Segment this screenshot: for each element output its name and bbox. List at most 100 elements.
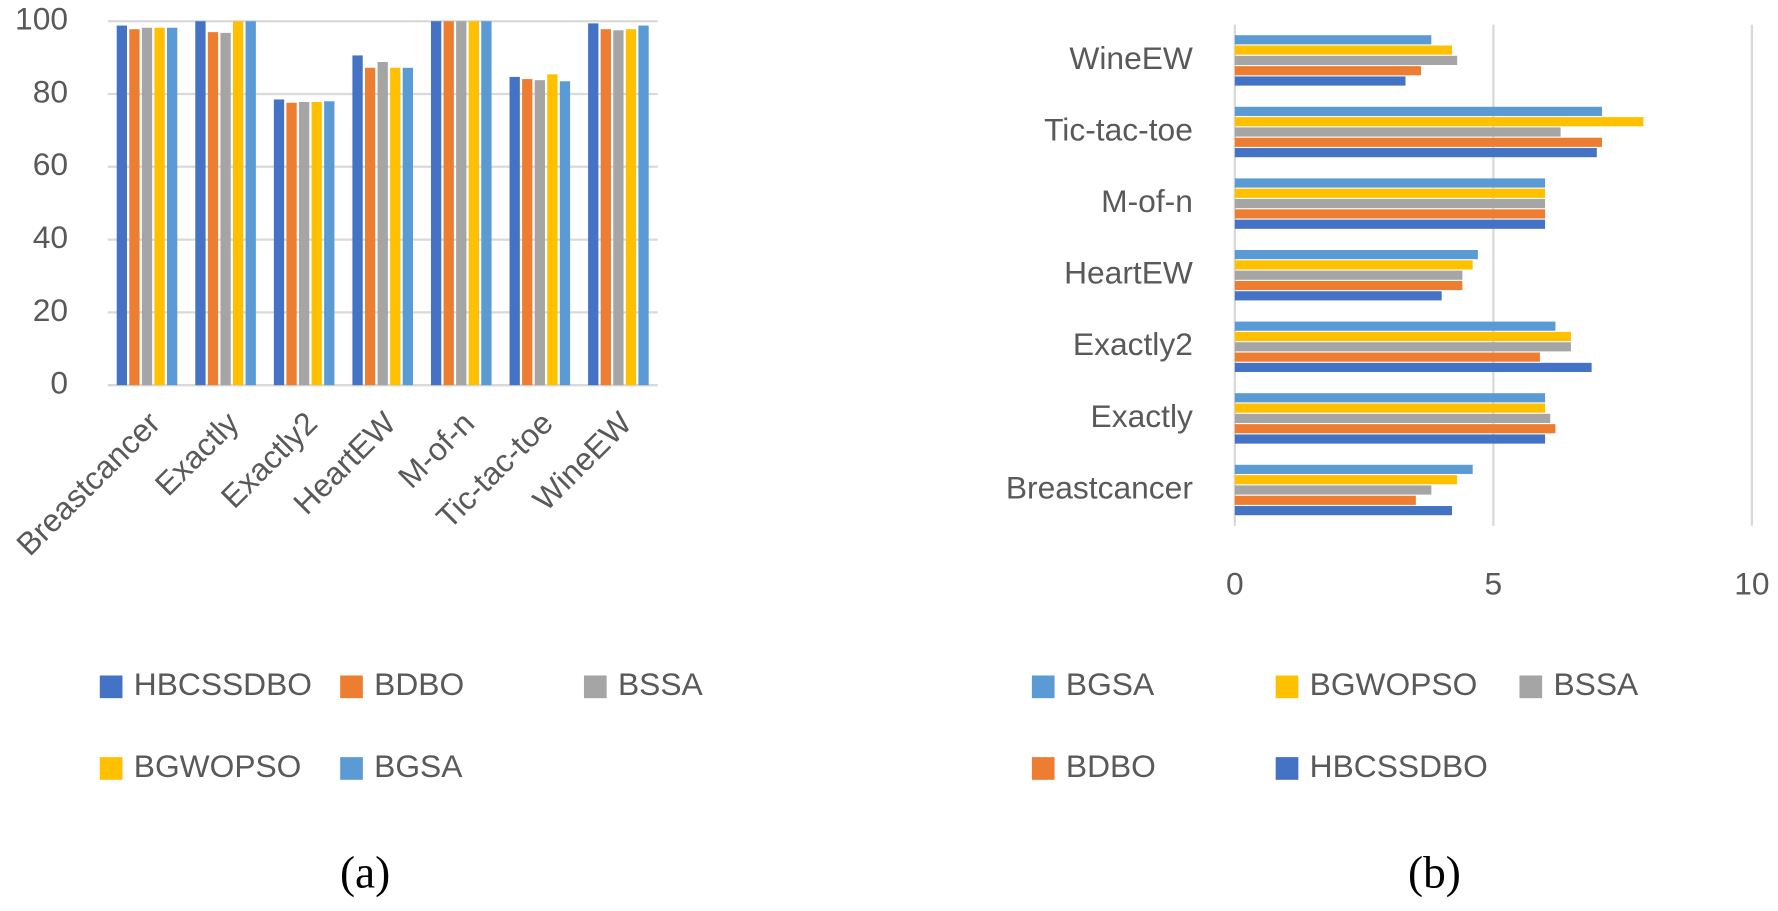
bar xyxy=(129,29,140,386)
bar xyxy=(1234,434,1546,444)
bar xyxy=(195,21,206,386)
bar xyxy=(1234,393,1546,403)
x-tick-label: 0 xyxy=(1226,565,1244,601)
bar xyxy=(600,29,611,386)
bar xyxy=(547,74,558,386)
bar xyxy=(364,67,376,386)
caption: (b) xyxy=(1408,848,1461,898)
bar xyxy=(1234,117,1644,127)
bar xyxy=(1234,403,1546,413)
bar xyxy=(468,21,479,386)
bar xyxy=(1234,199,1546,209)
bar xyxy=(1234,148,1597,158)
legend-label: BDBO xyxy=(374,666,464,702)
legend-label: BGWOPSO xyxy=(134,748,302,784)
y-tick-label: WineEW xyxy=(1069,40,1193,76)
legend-label: BDBO xyxy=(1066,748,1156,784)
bar xyxy=(1234,342,1571,352)
bar xyxy=(1234,178,1546,188)
legend-label: BGSA xyxy=(374,748,463,784)
bar xyxy=(1234,55,1458,65)
bar xyxy=(430,21,442,386)
bar xyxy=(298,102,310,386)
bar xyxy=(456,21,467,386)
legend-label: BSSA xyxy=(618,666,704,702)
bar xyxy=(166,27,178,386)
legend-label: HBCSSDBO xyxy=(1310,748,1488,784)
bar xyxy=(286,102,297,386)
bar xyxy=(443,21,454,386)
bar xyxy=(141,27,153,386)
bar xyxy=(613,30,624,386)
legend-swatch xyxy=(1031,757,1055,780)
bar xyxy=(509,76,520,386)
bar xyxy=(638,25,649,386)
bar xyxy=(522,79,533,386)
bar xyxy=(1234,464,1473,474)
bar xyxy=(1234,188,1546,198)
legend-label: BGWOPSO xyxy=(1310,666,1478,702)
legend-swatch xyxy=(1275,757,1299,780)
y-tick-label: Tic-tac-toe xyxy=(1044,111,1193,147)
bar xyxy=(534,80,545,386)
x-tick-label: Breastcancer xyxy=(9,404,167,562)
y-tick-label: Exactly xyxy=(1091,398,1193,434)
bar xyxy=(559,81,571,386)
bar xyxy=(1234,280,1463,291)
x-tick-label: 5 xyxy=(1485,565,1503,601)
y-tick-label: 20 xyxy=(33,292,68,328)
bar xyxy=(1234,321,1556,331)
bar xyxy=(625,29,637,386)
bar xyxy=(377,61,388,386)
y-tick-label: Exactly2 xyxy=(1073,326,1193,362)
bar xyxy=(1234,331,1571,342)
legend-swatch xyxy=(99,757,123,780)
bar xyxy=(1234,35,1432,45)
bar xyxy=(1234,45,1453,55)
bar xyxy=(154,27,165,386)
bar xyxy=(1234,260,1473,270)
x-tick-label: 10 xyxy=(1734,565,1769,601)
caption: (a) xyxy=(340,848,390,898)
y-tick-label: Breastcancer xyxy=(1006,469,1193,505)
bar xyxy=(1234,209,1546,219)
bar xyxy=(1234,424,1556,434)
legend-swatch xyxy=(99,675,123,699)
bar xyxy=(402,67,413,386)
legend-swatch xyxy=(1519,675,1543,699)
bar xyxy=(1234,413,1551,423)
bar xyxy=(245,21,256,386)
bar xyxy=(232,21,244,386)
bar xyxy=(1234,66,1421,76)
bar xyxy=(390,67,401,386)
bar xyxy=(1234,249,1478,260)
y-tick-label: HeartEW xyxy=(1064,255,1193,291)
legend-label: BGSA xyxy=(1066,666,1155,702)
y-tick-label: 60 xyxy=(33,146,68,182)
bar xyxy=(1234,127,1561,137)
legend-swatch xyxy=(1031,675,1055,699)
bar xyxy=(481,21,492,386)
bar xyxy=(1234,495,1416,505)
bar xyxy=(273,99,285,386)
bar xyxy=(1234,506,1453,516)
bar xyxy=(1234,270,1463,280)
y-tick-label: M-of-n xyxy=(1101,183,1193,219)
bar xyxy=(1234,485,1432,495)
bar xyxy=(116,25,128,386)
y-tick-label: 40 xyxy=(33,219,68,255)
bar xyxy=(220,32,231,386)
y-tick-label: 100 xyxy=(15,1,68,37)
bar xyxy=(352,55,363,386)
bar xyxy=(1234,76,1406,86)
legend-swatch xyxy=(340,757,363,780)
bar xyxy=(1234,106,1602,116)
bar xyxy=(1234,219,1546,229)
y-tick-label: 0 xyxy=(50,365,68,401)
y-tick-label: 80 xyxy=(33,73,68,109)
bar xyxy=(1234,291,1442,301)
bar xyxy=(1234,475,1458,485)
legend-swatch xyxy=(583,675,607,699)
